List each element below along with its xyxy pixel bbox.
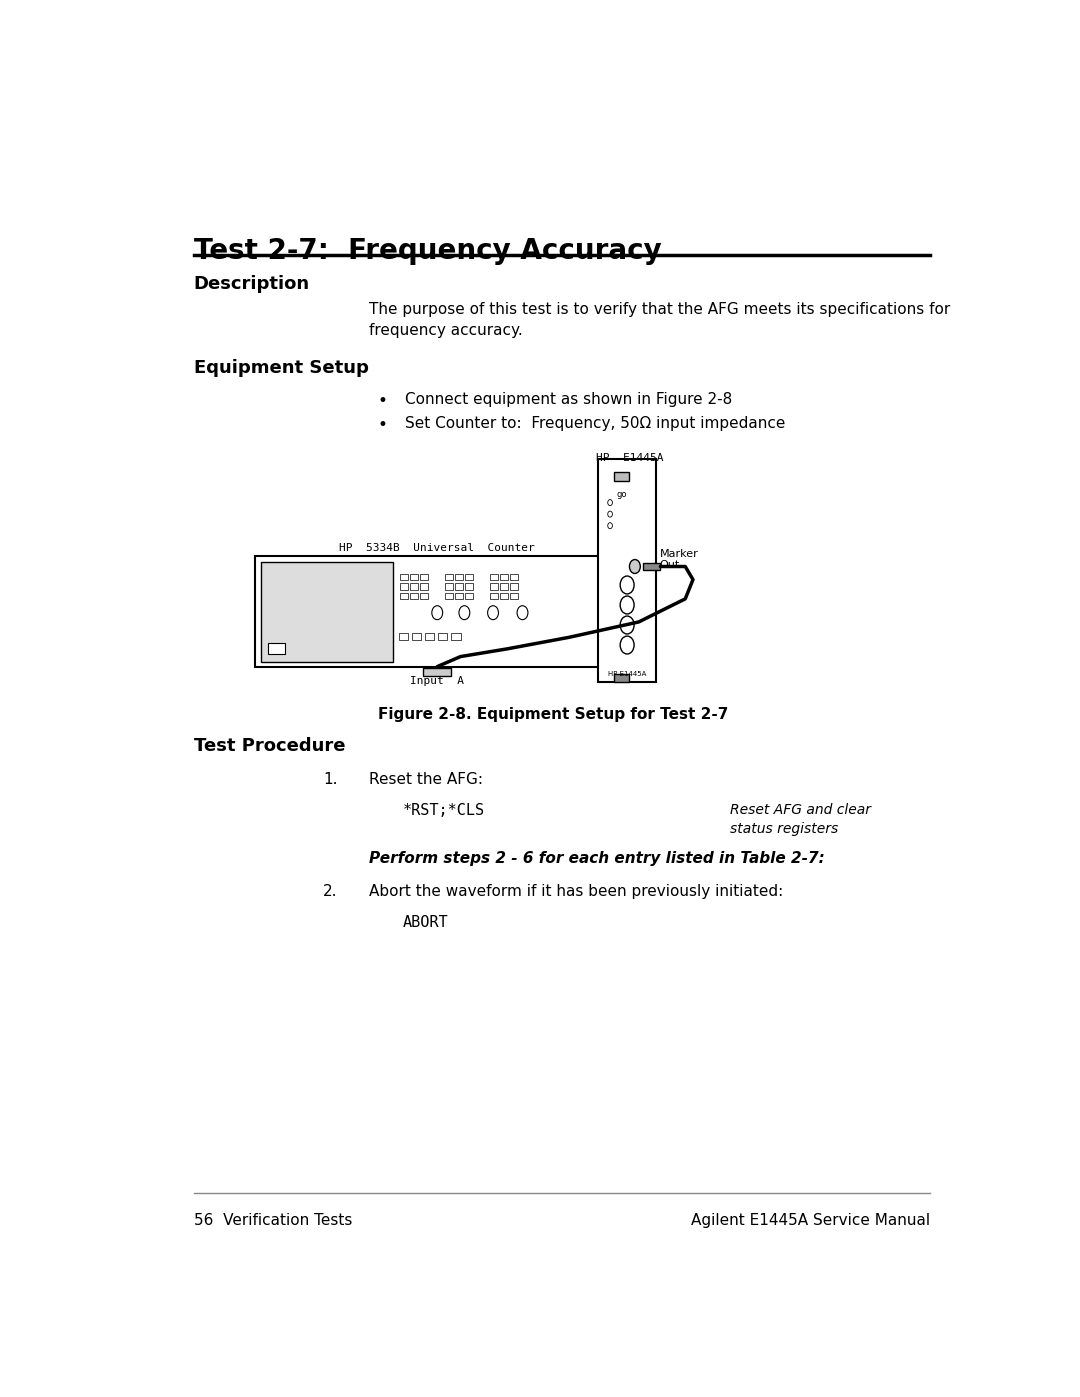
Bar: [420, 584, 428, 590]
Text: ABORT: ABORT: [403, 915, 448, 929]
Bar: [455, 574, 463, 580]
Bar: [465, 574, 473, 580]
Bar: [410, 574, 418, 580]
Text: Marker: Marker: [660, 549, 699, 559]
Bar: [455, 592, 463, 599]
Text: Description: Description: [193, 275, 310, 293]
Bar: [598, 458, 656, 682]
Text: Test 2-7:  Frequency Accuracy: Test 2-7: Frequency Accuracy: [193, 237, 661, 265]
Text: Perform steps 2 - 6 for each entry listed in Table 2-7:: Perform steps 2 - 6 for each entry liste…: [369, 851, 825, 866]
Circle shape: [630, 560, 640, 574]
Bar: [423, 668, 451, 676]
Circle shape: [620, 616, 634, 634]
Circle shape: [608, 522, 612, 528]
Bar: [268, 643, 284, 654]
Text: Abort the waveform if it has been previously initiated:: Abort the waveform if it has been previo…: [369, 884, 784, 898]
Bar: [465, 592, 473, 599]
Bar: [411, 633, 421, 640]
Bar: [643, 563, 660, 570]
Bar: [410, 592, 418, 599]
Bar: [420, 574, 428, 580]
Text: The purpose of this test is to verify that the AFG meets its specifications for
: The purpose of this test is to verify th…: [369, 302, 950, 338]
Text: *RST;*CLS: *RST;*CLS: [403, 803, 485, 817]
Text: 56  Verification Tests: 56 Verification Tests: [193, 1214, 352, 1228]
Circle shape: [432, 606, 443, 620]
Bar: [613, 472, 630, 481]
Bar: [400, 574, 408, 580]
Circle shape: [608, 511, 612, 517]
Bar: [490, 584, 498, 590]
Text: HP E1445A: HP E1445A: [608, 671, 646, 678]
Circle shape: [620, 636, 634, 654]
Text: Set Counter to:  Frequency, 50Ω input impedance: Set Counter to: Frequency, 50Ω input imp…: [405, 415, 785, 430]
Bar: [261, 562, 393, 662]
Bar: [445, 584, 453, 590]
Bar: [399, 633, 408, 640]
Text: Figure 2-8. Equipment Setup for Test 2-7: Figure 2-8. Equipment Setup for Test 2-7: [378, 707, 729, 722]
Text: •: •: [378, 393, 388, 411]
Bar: [438, 633, 447, 640]
Circle shape: [459, 606, 470, 620]
Circle shape: [488, 606, 499, 620]
Bar: [400, 592, 408, 599]
Bar: [420, 592, 428, 599]
Bar: [500, 592, 508, 599]
Text: Reset AFG and clear
status registers: Reset AFG and clear status registers: [730, 803, 872, 837]
Bar: [465, 584, 473, 590]
Bar: [445, 592, 453, 599]
Bar: [451, 633, 460, 640]
Text: HP  5334B  Universal  Counter: HP 5334B Universal Counter: [339, 543, 535, 553]
Text: Test Procedure: Test Procedure: [193, 738, 346, 756]
Bar: [510, 574, 517, 580]
Bar: [445, 574, 453, 580]
Text: •: •: [378, 415, 388, 433]
Circle shape: [620, 597, 634, 613]
Text: HP  E1445A: HP E1445A: [596, 453, 663, 462]
Circle shape: [608, 500, 612, 506]
Bar: [400, 584, 408, 590]
Circle shape: [620, 576, 634, 594]
Bar: [500, 574, 508, 580]
Text: Connect equipment as shown in Figure 2-8: Connect equipment as shown in Figure 2-8: [405, 393, 732, 408]
Bar: [455, 584, 463, 590]
Text: 1.: 1.: [323, 773, 338, 787]
Bar: [255, 556, 637, 666]
Bar: [510, 592, 517, 599]
Bar: [490, 574, 498, 580]
Bar: [410, 584, 418, 590]
Bar: [613, 675, 630, 682]
Text: Agilent E1445A Service Manual: Agilent E1445A Service Manual: [691, 1214, 930, 1228]
Bar: [424, 633, 434, 640]
Circle shape: [517, 606, 528, 620]
Bar: [510, 584, 517, 590]
Text: go: go: [617, 489, 626, 499]
Text: Reset the AFG:: Reset the AFG:: [369, 773, 484, 787]
Bar: [500, 584, 508, 590]
Text: Equipment Setup: Equipment Setup: [193, 359, 368, 377]
Text: Input  A: Input A: [410, 676, 464, 686]
Bar: [490, 592, 498, 599]
Text: 2.: 2.: [323, 884, 338, 898]
Text: Out: Out: [660, 560, 680, 570]
